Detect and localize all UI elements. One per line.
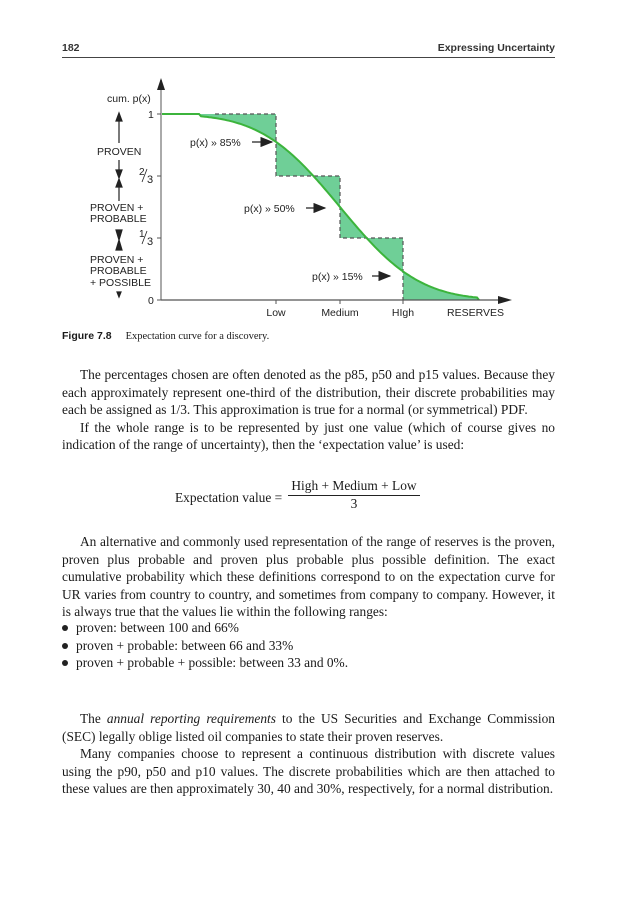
- annotation-50: p(x) » 50%: [244, 203, 295, 215]
- label-proven-probable-1: PROVEN +: [90, 202, 143, 214]
- text-block-2: An alternative and commonly used represe…: [62, 533, 555, 621]
- label-proven-probable-2: PROBABLE: [90, 213, 147, 225]
- range-arrows: [115, 111, 123, 299]
- figure-label: Figure 7.8: [62, 330, 112, 342]
- expectation-curve: [161, 113, 480, 301]
- y-tick-fraction-bar: [141, 168, 148, 183]
- page-number: 182: [62, 42, 80, 54]
- list-item: proven + probable: between 66 and 33%: [62, 637, 555, 655]
- text: to the US Securities and Exchange Commis…: [62, 711, 555, 744]
- text: The: [80, 711, 107, 726]
- x-axis-label: RESERVES: [447, 307, 504, 319]
- running-title: Expressing Uncertainty: [437, 42, 555, 54]
- y-axis-arrow-icon: [157, 78, 165, 90]
- header-rule: [62, 57, 555, 58]
- figure-caption-text: Expectation curve for a discovery.: [125, 331, 270, 342]
- bullet-list: proven: between 100 and 66% proven + pro…: [62, 619, 555, 672]
- text-block-1: The percentages chosen are often denoted…: [62, 366, 555, 454]
- x-tick-label: HIgh: [392, 307, 414, 319]
- annotation-15: p(x) » 15%: [312, 271, 363, 283]
- list-item: proven: between 100 and 66%: [62, 619, 555, 637]
- paragraph: An alternative and commonly used represe…: [62, 534, 555, 620]
- equation-numerator: High + Medium + Low: [288, 478, 420, 496]
- y-tick-numerator: 1: [139, 229, 145, 240]
- paragraph: If the whole range is to be represented …: [62, 419, 555, 453]
- figure-caption: Figure 7.8 Expectation curve for a discov…: [62, 330, 269, 342]
- list-item: proven + probable + possible: between 33…: [62, 654, 555, 672]
- text-block-3: The annual reporting requirements to the…: [62, 710, 555, 798]
- equation-fraction: High + Medium + Low 3: [288, 478, 420, 512]
- label-ppp-3: + POSSIBLE: [90, 277, 151, 289]
- equation-lhs: Expectation value =: [175, 490, 283, 505]
- x-tick-label: Medium: [321, 307, 359, 319]
- y-tick-label: 1: [148, 109, 154, 121]
- y-tick-label: 0: [148, 295, 154, 307]
- annotation-85: p(x) » 85%: [190, 137, 241, 149]
- x-axis-arrow-icon: [498, 296, 512, 304]
- y-tick-denominator: 3: [147, 236, 153, 248]
- x-tick-label: Low: [266, 307, 286, 319]
- y-tick-fraction-bar: [141, 230, 148, 245]
- label-ppp-1: PROVEN +: [90, 254, 143, 266]
- equation-denominator: 3: [350, 496, 358, 511]
- y-tick-denominator: 3: [147, 174, 153, 186]
- y-tick-numerator: 2: [139, 167, 145, 178]
- y-axis-label: cum. p(x): [107, 93, 151, 105]
- emphasis: annual reporting requirements: [106, 711, 276, 726]
- running-header: 182 Expressing Uncertainty: [62, 42, 555, 54]
- shaded-difference-area: [161, 114, 480, 300]
- paragraph: Many companies choose to represent a con…: [62, 746, 555, 797]
- paragraph: The annual reporting requirements to the…: [62, 710, 555, 745]
- paragraph: The percentages chosen are often denoted…: [62, 367, 555, 418]
- label-proven: PROVEN: [97, 146, 141, 158]
- label-ppp-2: PROBABLE: [90, 265, 147, 277]
